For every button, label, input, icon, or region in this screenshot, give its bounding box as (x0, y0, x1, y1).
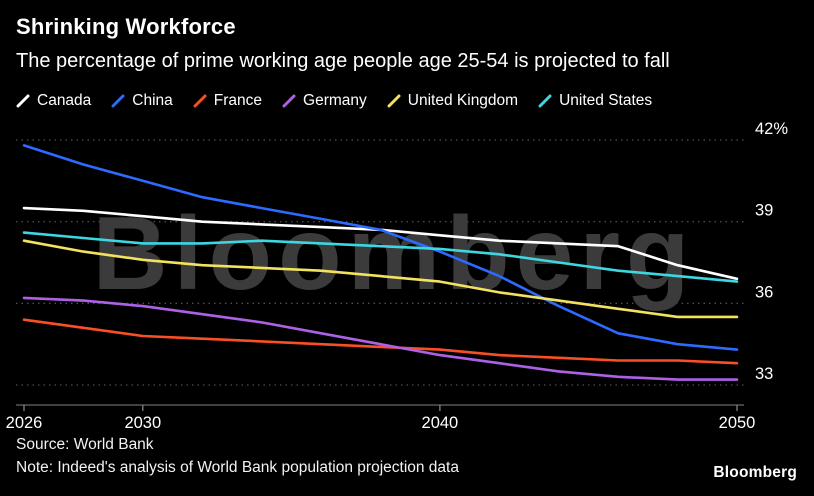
bloomberg-logo: Bloomberg (713, 464, 797, 481)
legend-label: Germany (303, 92, 367, 109)
source-text: Source: World Bank (16, 436, 154, 453)
series-line-united-states (22, 231, 739, 283)
y-axis-tick-label: 39 (755, 202, 773, 220)
series-line-united-kingdom (22, 239, 739, 319)
series-line-germany (22, 296, 739, 381)
y-axis-tick-label: 36 (755, 283, 773, 301)
y-axis-tick-label: 33 (755, 365, 773, 383)
legend: Canada China France Germany United Kingdom Un… (16, 92, 652, 110)
legend-item-united-states[interactable]: United States (538, 92, 652, 110)
legend-marker-icon (16, 94, 30, 108)
series-line-china (22, 144, 739, 351)
legend-marker-icon (193, 94, 207, 108)
legend-marker-icon (111, 94, 125, 108)
legend-item-germany[interactable]: Germany (282, 92, 367, 110)
y-axis-tick-label: 42% (755, 120, 788, 138)
series-line-france (22, 318, 739, 365)
legend-marker-icon (387, 94, 401, 108)
note-text: Note: Indeed's analysis of World Bank po… (16, 459, 459, 476)
watermark: Bloomberg (93, 196, 696, 312)
chart-subtitle: The percentage of prime working age peop… (16, 50, 670, 72)
x-axis-tick-label: 2030 (124, 414, 161, 432)
x-axis-tick-label: 2040 (422, 414, 459, 432)
legend-item-united-kingdom[interactable]: United Kingdom (387, 92, 518, 110)
legend-label: United Kingdom (407, 92, 519, 109)
legend-marker-icon (282, 94, 296, 108)
legend-item-france[interactable]: France (193, 92, 262, 110)
legend-label: France (213, 92, 263, 109)
chart-title: Shrinking Workforce (16, 14, 236, 39)
legend-label: China (132, 92, 173, 109)
legend-item-china[interactable]: China (111, 92, 173, 110)
legend-label: Canada (37, 92, 92, 109)
x-axis-tick-label: 2050 (719, 414, 756, 432)
legend-item-canada[interactable]: Canada (16, 92, 91, 110)
legend-marker-icon (538, 94, 552, 108)
x-axis-tick-label: 2026 (6, 414, 43, 432)
legend-label: United States (559, 92, 653, 109)
